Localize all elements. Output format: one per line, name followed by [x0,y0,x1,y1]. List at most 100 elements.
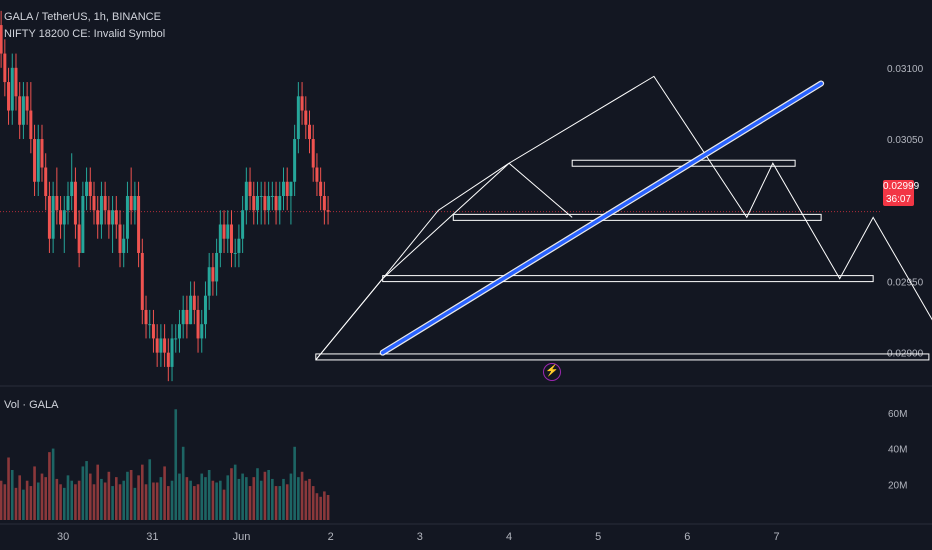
volume-bar [111,486,114,520]
candle-body [133,196,137,211]
candle-body [129,196,133,211]
lightning-icon[interactable]: ⚡ [543,363,561,381]
volume-bar [66,475,70,520]
volume-bar [159,477,163,520]
candle-body [267,196,271,211]
volume-bar [267,470,270,520]
time-tick-label: 3 [417,531,423,543]
volume-bar [18,475,21,520]
candle-body [315,167,319,182]
volume-bar [252,477,256,520]
candle-body [55,196,59,211]
price-tick-label: 0.02950 [887,277,924,288]
volume-bar [319,496,322,520]
volume-bar [107,471,111,520]
candle-body [177,324,181,339]
time-tick-label: 30 [57,531,69,543]
volume-bar [48,452,51,520]
volume-bar [33,466,36,520]
trendline [380,81,823,355]
volume-bar [181,446,185,520]
volume-bar [155,482,159,520]
volume-bar [44,477,48,520]
volume-bar [297,477,300,520]
candle-body [21,96,25,125]
volume-bar [170,480,174,520]
volume-bar [278,486,282,520]
volume-bar [126,471,129,520]
volume-bar [256,468,259,520]
volume-legend[interactable]: Vol · GALA [4,399,59,411]
indicator-legend[interactable]: NIFTY 18200 CE: Invalid Symbol [4,28,166,40]
candle-body [137,196,141,253]
candle-body [99,196,103,225]
volume-bar [167,486,170,520]
candle-body [155,338,159,353]
volume-bar [315,493,319,520]
volume-bar [36,482,40,520]
candle-body [207,267,211,296]
volume-bar [118,484,122,520]
volume-bar [245,477,248,520]
candle-body [229,224,233,253]
candle-body [237,238,241,253]
candle-body [125,196,129,239]
candle-body [248,181,252,196]
volume-bar [133,487,137,520]
volume-bar [222,489,226,520]
candle-body [252,196,256,211]
volume-bar [189,480,192,520]
volume-bar [207,470,211,520]
volume-bar [96,464,100,520]
volume-bar [40,473,44,520]
support-resistance-box [315,353,930,361]
volume-bar [233,464,237,520]
volume-bar [14,487,18,520]
time-tick-label: 4 [506,531,512,543]
volume-bar [114,477,118,520]
candle-body [25,96,29,111]
volume-bar [137,475,140,520]
candle-body [274,196,278,211]
volume-tick-label: 40M [888,445,907,456]
candle-body [226,224,230,239]
volume-bar [204,477,207,520]
candle-body [222,224,226,239]
candle-body [148,324,152,326]
volume-bar [148,459,152,520]
volume-bar [0,480,3,520]
candle-body [92,196,96,211]
candle-body [311,139,315,168]
volume-bar [7,457,10,520]
volume-tick-label: 20M [888,480,907,491]
volume-bar [226,475,230,520]
candle-body [255,196,259,211]
candle-body [0,25,3,54]
time-tick-label: 2 [328,531,334,543]
candle-body [40,139,44,168]
symbol-legend[interactable]: GALA / TetherUS, 1h, BINANCE [4,11,161,23]
candle-body [174,338,178,340]
candle-body [293,139,297,182]
volume-bar [193,486,196,520]
candle-body [189,295,193,325]
candle-body [3,53,7,83]
volume-bar [10,470,14,520]
candle-body [18,96,22,125]
price-tick-label: 0.03050 [887,135,924,146]
volume-bar [59,484,62,520]
candle-body [88,181,92,196]
candle-body [7,82,11,111]
candle-body [62,210,66,225]
volume-bar [100,478,103,520]
volume-bar [70,480,74,520]
candle-body [81,196,85,253]
candle-body [33,139,37,182]
volume-bar [230,468,233,520]
volume-bar [62,487,66,520]
candle-body [263,196,267,211]
volume-bar [174,409,178,520]
volume-bar [304,480,308,520]
volume-bar [122,480,126,520]
